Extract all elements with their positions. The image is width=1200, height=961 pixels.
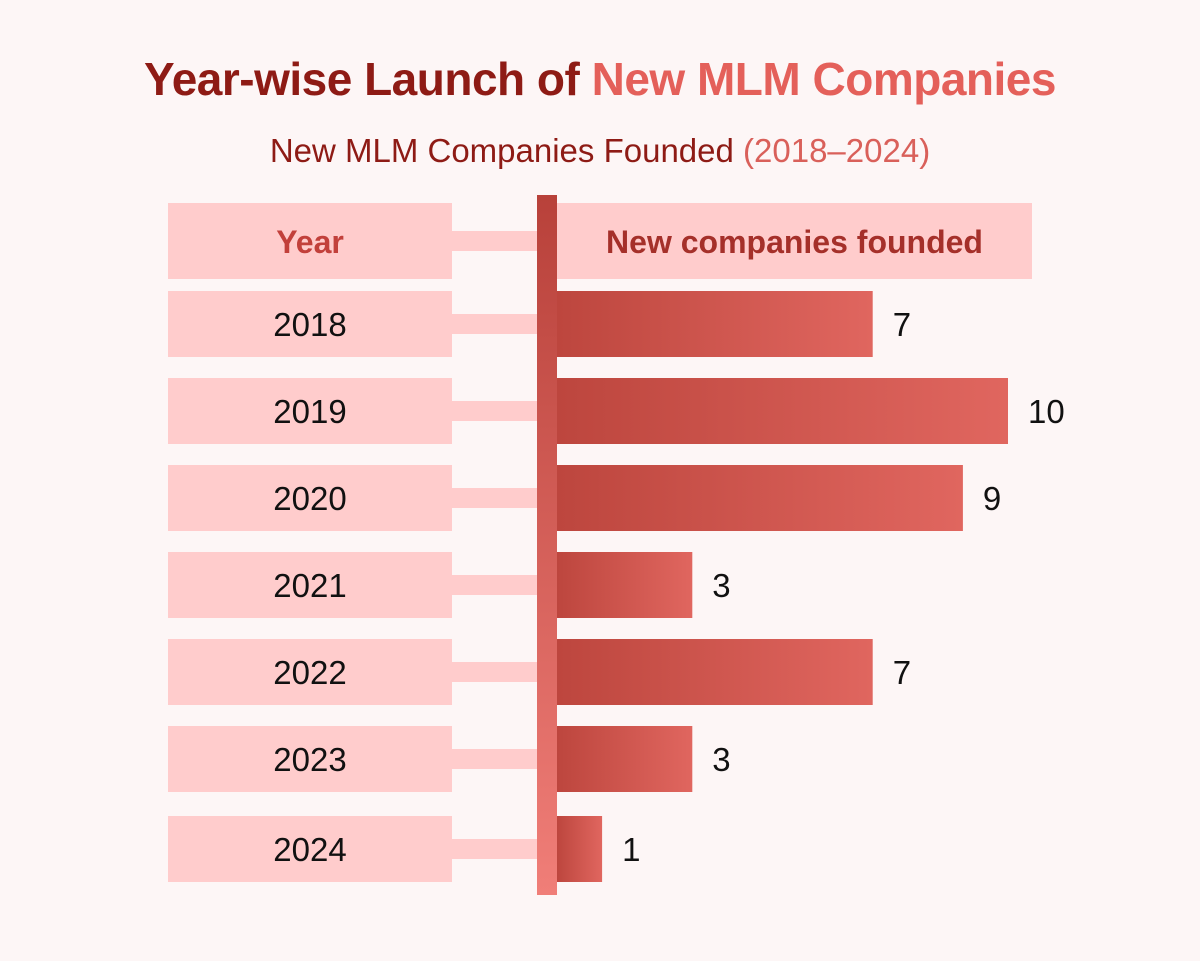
chart-title-part2: New MLM Companies <box>591 53 1057 105</box>
value-label: 9 <box>983 480 1001 517</box>
bar <box>557 639 873 705</box>
row-connector <box>452 314 537 334</box>
year-label-box <box>168 552 452 618</box>
year-label: 2021 <box>273 567 346 604</box>
chart-title-part1: Year-wise Launch of <box>144 53 592 105</box>
value-header-label: New companies founded <box>606 224 983 260</box>
bar <box>557 378 1008 444</box>
row-connector <box>452 839 537 859</box>
value-label: 1 <box>622 831 640 868</box>
year-label-box <box>168 291 452 357</box>
bar <box>557 726 693 792</box>
value-label: 10 <box>1028 393 1065 430</box>
row-connector <box>452 575 537 595</box>
chart-subtitle-part2: (2018–2024) <box>743 132 931 169</box>
bar <box>557 552 693 618</box>
year-label-box <box>168 465 452 531</box>
year-label: 2023 <box>273 741 346 778</box>
year-label-box <box>168 816 452 882</box>
bar <box>557 465 963 531</box>
year-label: 2022 <box>273 654 346 691</box>
year-label: 2020 <box>273 480 346 517</box>
header-connector <box>452 231 537 251</box>
row-connector <box>452 488 537 508</box>
value-label: 3 <box>712 741 730 778</box>
value-label: 3 <box>712 567 730 604</box>
year-label: 2018 <box>273 306 346 343</box>
row-connector <box>452 749 537 769</box>
year-label: 2019 <box>273 393 346 430</box>
value-label: 7 <box>893 306 911 343</box>
value-header-box <box>557 203 1032 279</box>
center-axis <box>537 195 557 895</box>
chart-subtitle-part1: New MLM Companies Founded <box>269 132 744 169</box>
year-label-box <box>168 378 452 444</box>
year-header-label: Year <box>276 224 344 260</box>
bar <box>557 816 603 882</box>
year-label: 2024 <box>273 831 346 868</box>
chart-subtitle: New MLM Companies Founded (2018–2024) <box>0 132 1200 170</box>
year-label-box <box>168 726 452 792</box>
row-connector <box>452 662 537 682</box>
row-connector <box>452 401 537 421</box>
value-label: 7 <box>893 654 911 691</box>
year-header-box <box>168 203 452 279</box>
bar <box>557 291 873 357</box>
year-label-box <box>168 639 452 705</box>
chart-title: Year-wise Launch of New MLM Companies <box>0 52 1200 106</box>
